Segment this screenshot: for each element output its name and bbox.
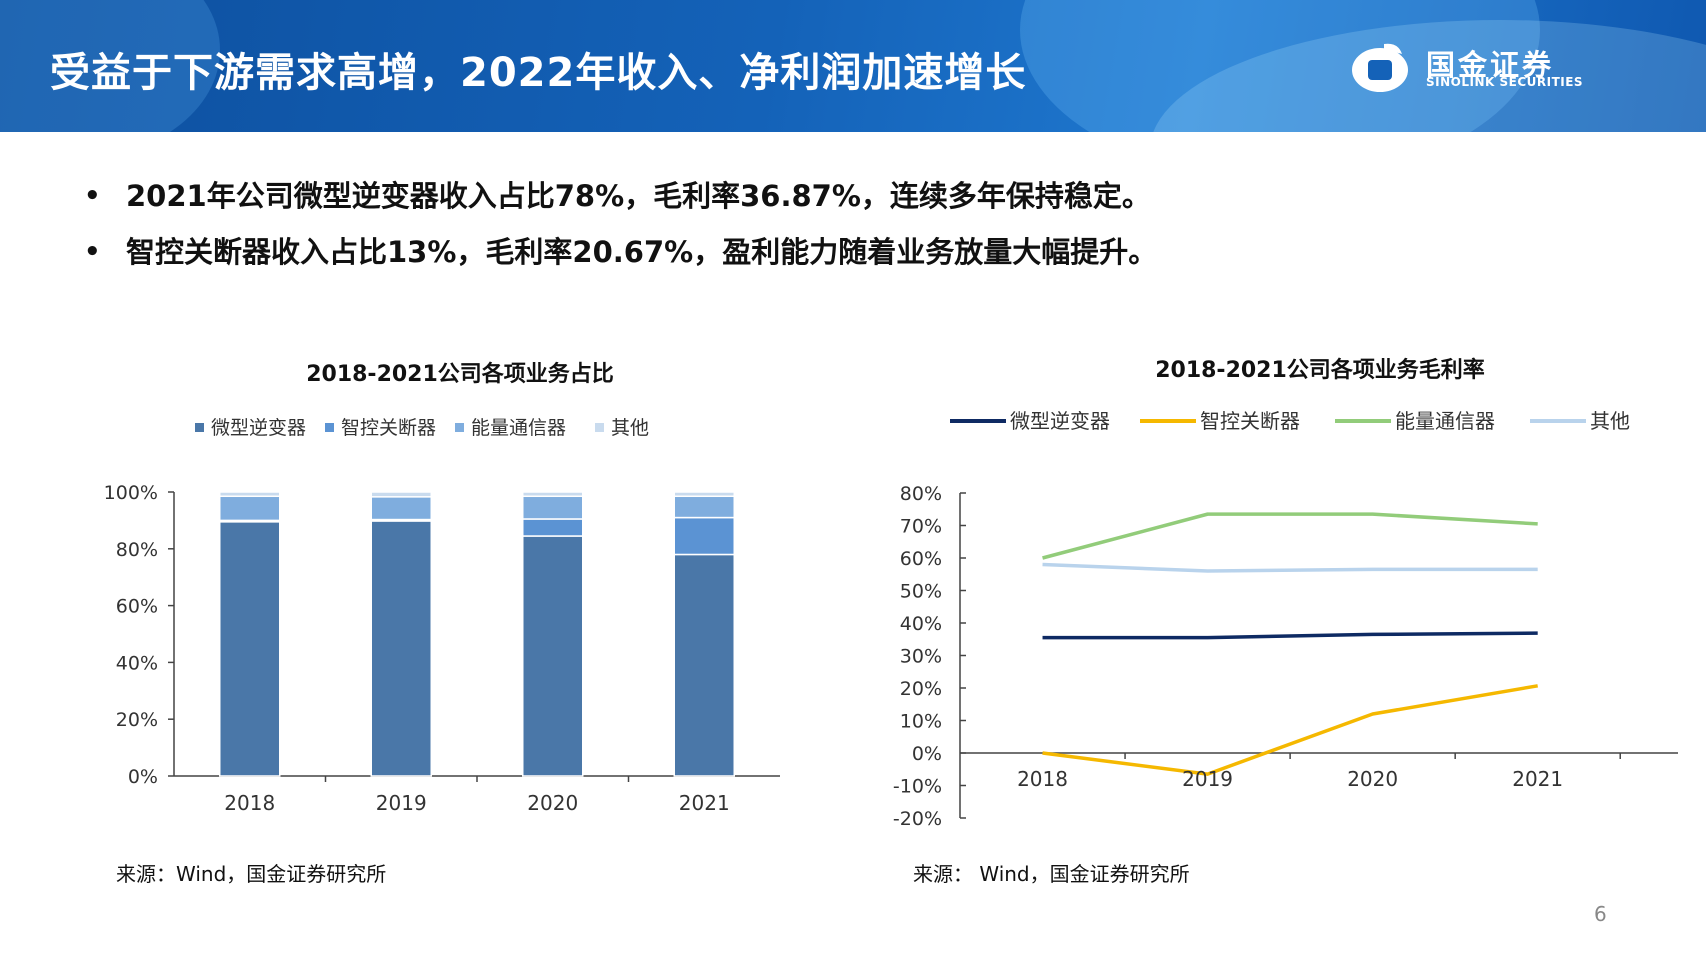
x-tick-label: 2018 <box>224 791 275 815</box>
bullet-item: • 智控关断器收入占比13%，毛利率20.67%，盈利能力随着业务放量大幅提升。 <box>84 224 1157 280</box>
legend-label: 其他 <box>1590 409 1630 433</box>
legend-swatch <box>455 423 464 432</box>
x-tick-label: 2020 <box>1347 767 1398 791</box>
company-logo: 国金证券 SINOLINK SECURITIES <box>1350 40 1630 100</box>
legend-label: 其他 <box>611 417 649 439</box>
header-decoration <box>0 0 220 132</box>
bar-chart-title: 2018-2021公司各项业务占比 <box>306 362 614 387</box>
bar-segment <box>522 491 584 498</box>
x-tick-label: 2018 <box>1017 767 1068 791</box>
bar-segment <box>370 496 432 521</box>
x-tick-label: 2021 <box>1512 767 1563 791</box>
y-tick-label: 60% <box>900 548 942 570</box>
legend-label: 微型逆变器 <box>1010 409 1110 433</box>
bar-segment <box>522 518 584 537</box>
bar-segment <box>673 516 735 556</box>
x-tick-label: 2019 <box>376 791 427 815</box>
bullet-text: 2021年公司微型逆变器收入占比78%，毛利率36.87%，连续多年保持稳定。 <box>126 179 1151 213</box>
y-tick-label: 80% <box>900 483 942 505</box>
y-tick-label: 0% <box>912 743 942 765</box>
bar-segment <box>219 495 281 522</box>
bar-segment <box>522 535 584 777</box>
y-tick-label: 40% <box>116 652 158 674</box>
bar-segment <box>219 521 281 777</box>
x-tick-label: 2021 <box>679 791 730 815</box>
line-chart-source: 来源： Wind，国金证券研究所 <box>913 862 1190 886</box>
legend-label: 智控关断器 <box>1200 409 1300 433</box>
legend-label: 能量通信器 <box>471 417 566 439</box>
bullet-dot-icon: • <box>84 181 101 211</box>
y-tick-label: 0% <box>128 766 158 788</box>
bar-segment <box>673 495 735 519</box>
y-tick-label: 10% <box>900 711 942 733</box>
legend-swatch <box>595 423 604 432</box>
bullet-text: 智控关断器收入占比13%，毛利率20.67%，盈利能力随着业务放量大幅提升。 <box>126 235 1158 269</box>
series-line <box>1042 512 1538 560</box>
bullet-list: • 2021年公司微型逆变器收入占比78%，毛利率36.87%，连续多年保持稳定… <box>84 168 1157 280</box>
x-tick-label: 2020 <box>527 791 578 815</box>
y-tick-label: -20% <box>893 808 942 830</box>
logo-mark-icon <box>1352 43 1408 92</box>
y-tick-label: 40% <box>900 613 942 635</box>
bar-segment <box>370 491 432 498</box>
bar-segment <box>673 491 735 498</box>
y-tick-label: 20% <box>116 709 158 731</box>
legend-label: 微型逆变器 <box>211 417 306 439</box>
bullet-dot-icon: • <box>84 237 101 267</box>
legend-swatch <box>325 423 334 432</box>
series-line <box>1042 631 1538 640</box>
bar-segment <box>673 553 735 777</box>
y-tick-label: 80% <box>116 539 158 561</box>
bar-chart-source: 来源：Wind，国金证券研究所 <box>116 862 387 886</box>
bullet-item: • 2021年公司微型逆变器收入占比78%，毛利率36.87%，连续多年保持稳定… <box>84 168 1157 224</box>
header-decoration <box>1020 0 1540 132</box>
bar-segment <box>219 491 281 498</box>
bar-segment <box>522 495 584 520</box>
y-tick-label: -10% <box>893 776 942 798</box>
logo-english-name: SINOLINK SECURITIES <box>1426 75 1584 89</box>
logo-chinese-name: 国金证券 <box>1426 48 1555 82</box>
legend-label: 智控关断器 <box>341 417 436 439</box>
x-tick-label: 2019 <box>1182 767 1233 791</box>
bar-segment <box>370 520 432 777</box>
slide-header: 受益于下游需求高增，2022年收入、净利润加速增长 国金证券 SINOLINK … <box>0 0 1706 132</box>
page-number: 6 <box>1594 902 1607 926</box>
y-tick-label: 60% <box>116 596 158 618</box>
legend-swatch <box>195 423 204 432</box>
line-chart: 微型逆变器 智控关断器 能量通信器 其他 -20% -10% 0% 10% 20% 30% 40% 5… <box>893 409 1678 830</box>
y-tick-label: 50% <box>900 581 942 603</box>
line-chart-title: 2018-2021公司各项业务毛利率 <box>1155 358 1485 383</box>
bar-chart: 微型逆变器 智控关断器 能量通信器 其他 0% 20% 40% 60% 80% 100% 2018 2… <box>104 417 780 815</box>
y-tick-label: 20% <box>900 678 942 700</box>
series-line <box>1042 562 1538 573</box>
y-tick-label: 30% <box>900 646 942 668</box>
slide-title: 受益于下游需求高增，2022年收入、净利润加速增长 <box>50 50 1027 96</box>
series-line <box>1042 684 1538 776</box>
y-tick-label: 100% <box>104 482 158 504</box>
y-tick-label: 70% <box>900 516 942 538</box>
legend-label: 能量通信器 <box>1395 409 1495 433</box>
